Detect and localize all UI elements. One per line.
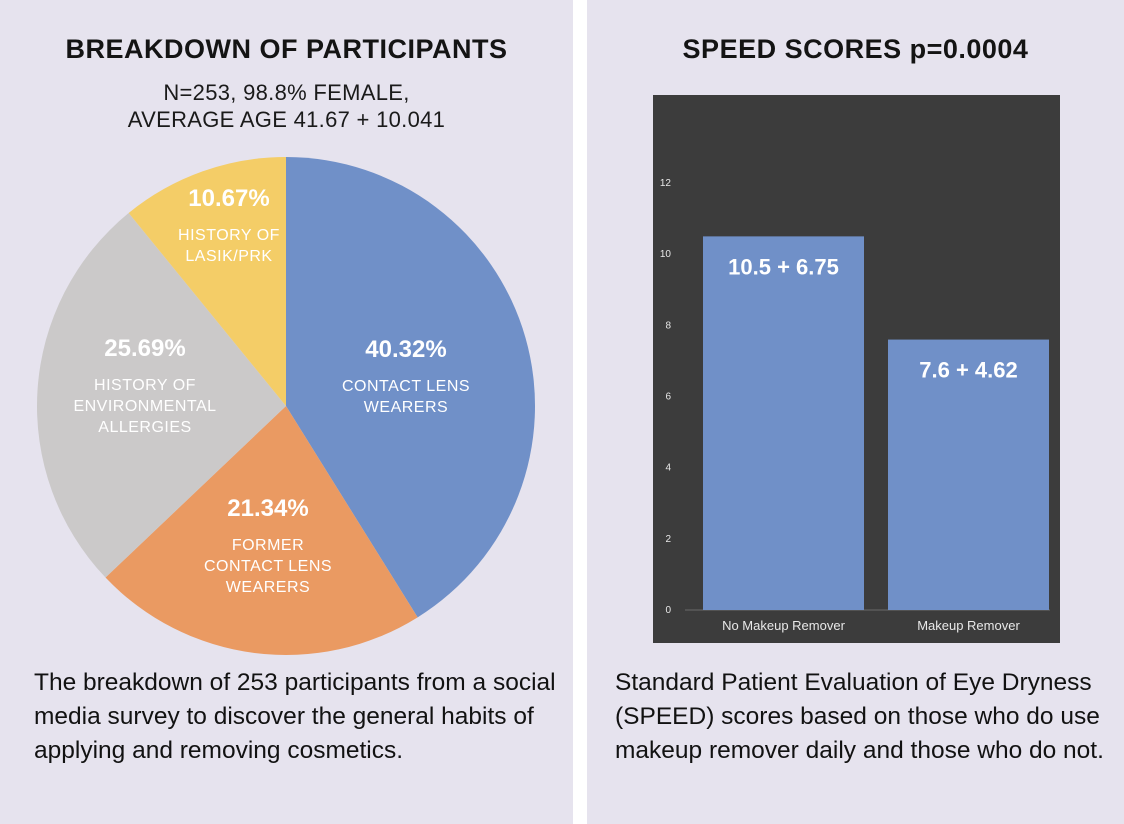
pie-slice-category-label: WEARERS (226, 579, 310, 596)
pie-slice-category-label: HISTORY OF (178, 227, 280, 244)
pie-slice (128, 157, 286, 406)
pie-subtitle-line-2: AVERAGE AGE 41.67 + 10.041 (127, 107, 446, 132)
bar-value-label: 10.5 + 6.75 (728, 254, 839, 279)
bar (703, 236, 864, 610)
pie-slice-category-label: HISTORY OF (94, 377, 196, 394)
y-axis-tick-label: 2 (665, 534, 671, 545)
y-axis-tick-label: 10 (660, 249, 672, 260)
participants-panel: BREAKDOWN OF PARTICIPANTS N=253, 98.8% F… (34, 34, 556, 764)
pie-slice-category-label: FORMER (232, 537, 304, 554)
speed-scores-panel: SPEED SCORES p=0.0004 0 2 4 6 8 10 12 10.5 + 6.… (587, 0, 1124, 824)
pie-slice (37, 213, 287, 578)
pie-slice-category-label: ENVIRONMENTAL (73, 398, 216, 415)
bar-caption: Standard Patient Evaluation of Eye Dryne… (615, 669, 1104, 764)
pie-slice (105, 406, 418, 656)
pie-slice-category-label: CONTACT LENS (204, 558, 332, 575)
pie-chart-title: BREAKDOWN OF PARTICIPANTS (65, 34, 508, 64)
bar-chart: 0 2 4 6 8 10 12 10.5 + 6.75 No Makeup Remover 7.6… (653, 95, 1060, 643)
pie-slice (286, 157, 536, 618)
y-axis-tick-label: 4 (665, 463, 671, 474)
pie-slice-category-label: CONTACT LENS (342, 378, 470, 395)
pie-slice-value-label: 21.34% (227, 495, 308, 522)
pie-subtitle-line-1: N=253, 98.8% FEMALE, (163, 80, 410, 105)
x-axis-category-label: No Makeup Remover (722, 618, 845, 633)
y-axis-tick-label: 12 (660, 178, 672, 189)
y-axis-tick-label: 6 (665, 392, 671, 403)
pie-slice-category-label: LASIK/PRK (185, 248, 272, 265)
pie-slice-value-label: 25.69% (104, 335, 185, 362)
bar-value-label: 7.6 + 4.62 (919, 358, 1017, 383)
bar (888, 339, 1049, 610)
pie-caption: The breakdown of 253 participants from a… (34, 669, 556, 764)
x-axis-category-label: Makeup Remover (917, 618, 1020, 633)
bar-chart-title: SPEED SCORES p=0.0004 (682, 34, 1029, 64)
pie-slice-category-label: WEARERS (364, 399, 448, 416)
pie-slice-value-label: 10.67% (188, 185, 269, 212)
y-axis-tick-label: 8 (665, 320, 671, 331)
pie-slice-category-label: ALLERGIES (98, 419, 191, 436)
y-axis-tick-label: 0 (665, 605, 671, 616)
panel-divider (573, 0, 587, 824)
pie-slice-value-label: 40.32% (365, 336, 446, 363)
pie-chart: 40.32% CONTACT LENS WEARERS 21.34% FORMER CON… (37, 157, 536, 656)
